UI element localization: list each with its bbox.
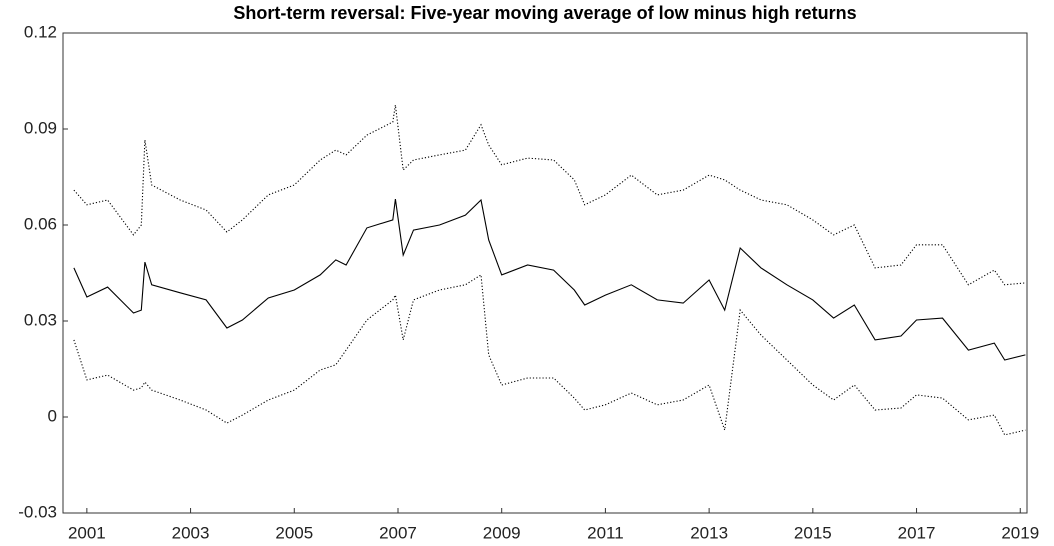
- x-tick-label: 2011: [587, 523, 624, 542]
- x-tick-label: 2009: [483, 523, 521, 542]
- x-tick-label: 2007: [379, 523, 417, 542]
- y-tick-label: 0.03: [24, 310, 57, 329]
- x-tick-label: 2013: [690, 523, 728, 542]
- y-tick-label: 0.06: [24, 214, 57, 233]
- plot-frame: [62, 32, 1028, 514]
- y-tick-label: 0: [48, 406, 57, 425]
- x-tick-label: 2001: [68, 523, 106, 542]
- x-tick-label: 2019: [1001, 523, 1039, 542]
- series-line: [73, 198, 1026, 361]
- series-line: [73, 273, 1026, 436]
- y-tick-label: 0.12: [24, 22, 57, 41]
- y-tick-label: 0.09: [24, 118, 57, 137]
- chart-title: Short-term reversal: Five-year moving av…: [233, 3, 856, 23]
- x-tick-label: 2017: [898, 523, 936, 542]
- x-tick-label: 2003: [172, 523, 210, 542]
- x-tick-label: 2015: [794, 523, 832, 542]
- series-line: [73, 104, 1026, 286]
- x-tick-label: 2005: [275, 523, 313, 542]
- y-tick-label: -0.03: [18, 502, 57, 521]
